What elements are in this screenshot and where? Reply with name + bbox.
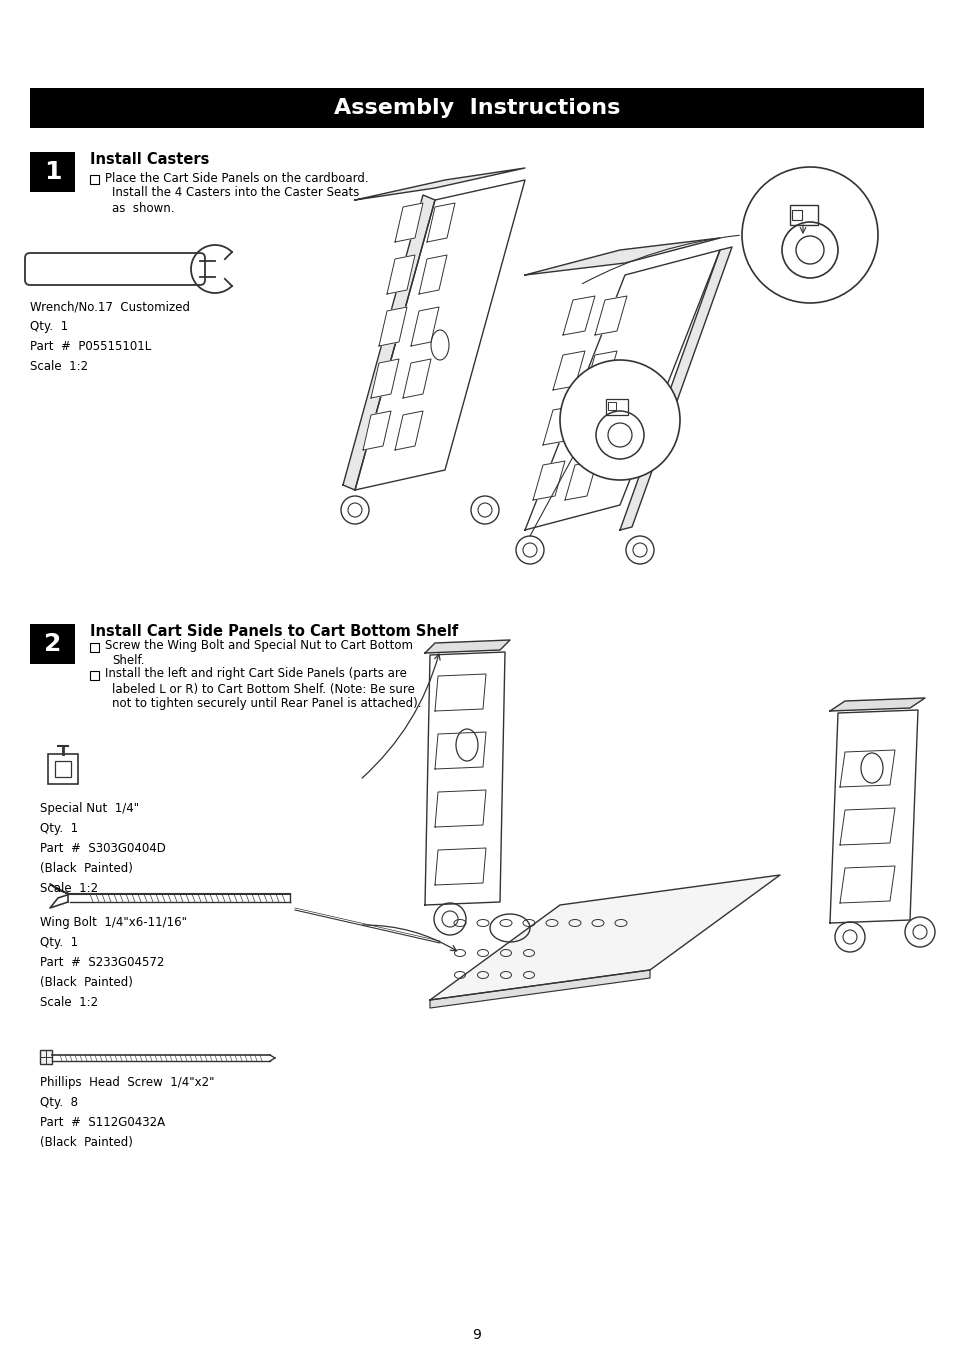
Polygon shape	[343, 195, 435, 490]
Text: 1: 1	[44, 159, 61, 184]
Polygon shape	[840, 750, 894, 788]
Polygon shape	[542, 407, 575, 444]
Bar	[90, 643, 99, 653]
Polygon shape	[584, 351, 617, 390]
Polygon shape	[829, 711, 917, 923]
Bar	[48, 754, 78, 784]
Text: Install the 4 Casters into the Caster Seats: Install the 4 Casters into the Caster Se…	[112, 186, 359, 200]
Polygon shape	[829, 698, 924, 711]
Bar	[791, 209, 801, 220]
Text: 2: 2	[44, 632, 61, 657]
Polygon shape	[395, 411, 422, 450]
Text: Wrench/No.17  Customized
Qty.  1
Part  #  P05515101L
Scale  1:2: Wrench/No.17 Customized Qty. 1 Part # P0…	[30, 300, 190, 373]
Polygon shape	[533, 461, 564, 500]
Polygon shape	[840, 808, 894, 844]
Polygon shape	[524, 238, 720, 276]
Bar	[90, 176, 99, 184]
Text: Install Cart Side Panels to Cart Bottom Shelf: Install Cart Side Panels to Cart Bottom …	[90, 624, 457, 639]
Text: 9: 9	[472, 1328, 481, 1342]
Polygon shape	[430, 970, 649, 1008]
Bar	[605, 399, 627, 415]
Polygon shape	[355, 168, 524, 200]
Text: Install Casters: Install Casters	[90, 153, 209, 168]
FancyBboxPatch shape	[30, 153, 75, 192]
Text: Phillips  Head  Screw  1/4"x2"
Qty.  8
Part  #  S112G0432A
(Black  Painted): Phillips Head Screw 1/4"x2" Qty. 8 Part …	[40, 1075, 214, 1148]
Text: Shelf.: Shelf.	[112, 654, 144, 667]
Polygon shape	[424, 640, 510, 653]
Bar	[40, 1050, 52, 1065]
Text: labeled L or R) to Cart Bottom Shelf. (Note: Be sure: labeled L or R) to Cart Bottom Shelf. (N…	[112, 682, 415, 696]
Polygon shape	[595, 296, 626, 335]
Polygon shape	[411, 307, 438, 346]
Polygon shape	[427, 203, 455, 242]
Polygon shape	[371, 359, 398, 399]
Polygon shape	[430, 875, 780, 1000]
Polygon shape	[418, 255, 447, 295]
Text: Wing Bolt  1/4"x6-11/16"
Qty.  1
Part  #  S233G04572
(Black  Painted)
Scale  1:2: Wing Bolt 1/4"x6-11/16" Qty. 1 Part # S2…	[40, 916, 187, 1009]
Text: Special Nut  1/4"
Qty.  1
Part  #  S303G0404D
(Black  Painted)
Scale  1:2: Special Nut 1/4" Qty. 1 Part # S303G0404…	[40, 802, 166, 894]
Text: Install the left and right Cart Side Panels (parts are: Install the left and right Cart Side Pan…	[105, 667, 406, 681]
FancyBboxPatch shape	[30, 88, 923, 128]
Bar	[90, 671, 99, 680]
Polygon shape	[387, 255, 415, 295]
Polygon shape	[562, 296, 595, 335]
Circle shape	[741, 168, 877, 303]
Bar	[789, 205, 817, 226]
Bar	[55, 761, 71, 777]
Polygon shape	[435, 848, 485, 885]
Polygon shape	[840, 866, 894, 902]
Polygon shape	[524, 250, 720, 530]
Polygon shape	[363, 411, 391, 450]
Polygon shape	[564, 461, 597, 500]
Polygon shape	[395, 203, 422, 242]
Polygon shape	[378, 307, 407, 346]
Text: Screw the Wing Bolt and Special Nut to Cart Bottom: Screw the Wing Bolt and Special Nut to C…	[105, 639, 413, 653]
Polygon shape	[355, 180, 524, 490]
Polygon shape	[435, 674, 485, 711]
Text: Place the Cart Side Panels on the cardboard.: Place the Cart Side Panels on the cardbo…	[105, 172, 368, 185]
Polygon shape	[435, 732, 485, 769]
Polygon shape	[424, 653, 504, 905]
Text: Assembly  Instructions: Assembly Instructions	[334, 99, 619, 118]
Bar	[607, 403, 616, 409]
Polygon shape	[575, 407, 606, 444]
Polygon shape	[619, 247, 731, 530]
Polygon shape	[435, 790, 485, 827]
Text: not to tighten securely until Rear Panel is attached).: not to tighten securely until Rear Panel…	[112, 697, 421, 711]
Polygon shape	[402, 359, 431, 399]
Circle shape	[559, 359, 679, 480]
Polygon shape	[553, 351, 584, 390]
Text: as  shown.: as shown.	[112, 201, 174, 215]
FancyBboxPatch shape	[30, 624, 75, 663]
